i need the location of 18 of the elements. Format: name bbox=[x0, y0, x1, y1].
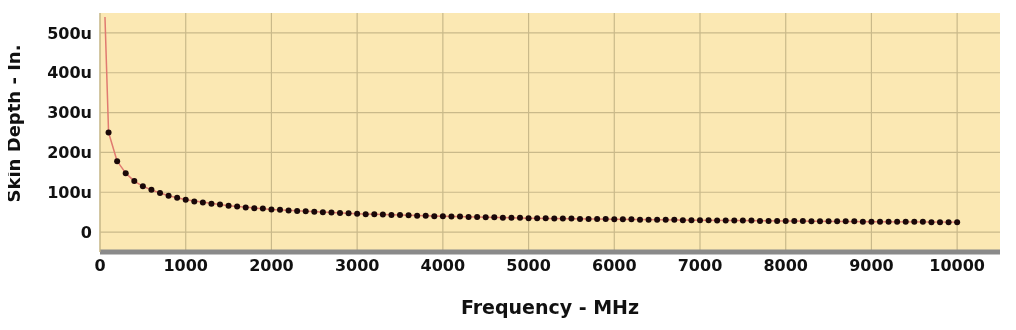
y-tick-label: 100u bbox=[47, 182, 92, 202]
y-tick-label: 200u bbox=[47, 143, 92, 163]
y-tick-label: 400u bbox=[47, 63, 92, 83]
x-tick-label: 8000 bbox=[763, 256, 808, 276]
y-tick-label: 500u bbox=[47, 23, 92, 43]
x-tick-label: 4000 bbox=[420, 256, 466, 276]
x-tick-label: 7000 bbox=[677, 256, 723, 276]
x-axis-title: Frequency - MHz bbox=[460, 296, 640, 318]
x-tick-label: 1000 bbox=[163, 256, 208, 276]
x-tick-label: 3000 bbox=[334, 256, 380, 276]
y-tick-label: 0 bbox=[80, 222, 92, 242]
x-tick-label: 9000 bbox=[849, 256, 894, 276]
x-tick-label: 6000 bbox=[592, 256, 637, 276]
x-tick-label: 2000 bbox=[249, 256, 294, 276]
x-tick-label: 0 bbox=[94, 256, 106, 276]
x-tick-label: 5000 bbox=[506, 256, 551, 276]
y-tick-label: 300u bbox=[47, 103, 92, 123]
x-tick-label: 10000 bbox=[929, 256, 985, 276]
